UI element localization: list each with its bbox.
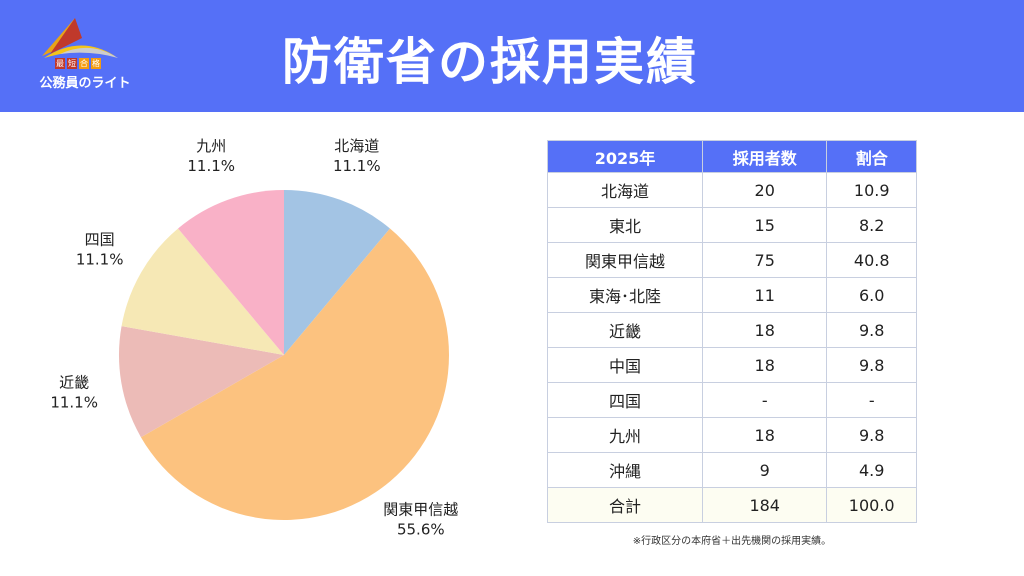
logo-tag: 格 (91, 58, 101, 69)
table-cell: 40.8 (826, 242, 917, 278)
logo-tag: 合 (79, 58, 89, 69)
table-cell: 8.2 (826, 207, 917, 243)
table-cell: 4.9 (826, 452, 917, 488)
logo-text: 公務員のライト (39, 76, 131, 91)
pie-label: 11.1% (187, 157, 235, 175)
pie-label: 11.1% (50, 394, 98, 412)
table-cell: 18 (702, 417, 828, 453)
table-cell: - (826, 382, 917, 418)
table-cell: 15 (702, 207, 828, 243)
table-cell: 沖縄 (546, 452, 704, 488)
logo-tag: 短 (67, 58, 77, 69)
table-cell: 東北 (546, 207, 704, 243)
table-cell: 四国 (546, 382, 704, 418)
table-cell: 9.8 (826, 312, 917, 348)
pie-label: 近畿 (59, 374, 89, 392)
pie-slice-4 (178, 190, 284, 355)
table-cell: 9.8 (826, 417, 917, 453)
pie-slice-3 (121, 228, 285, 355)
table-cell: 75 (702, 242, 828, 278)
table-cell: 10.9 (826, 172, 917, 208)
column-header: 採用者数 (702, 140, 828, 173)
pie-slice-0 (284, 190, 390, 355)
table-row: 北海道 20 10.9 (546, 172, 917, 208)
logo-tag: 最 (55, 58, 65, 69)
table-row: 中国 18 9.8 (546, 347, 917, 383)
table-cell: - (702, 382, 828, 418)
recruitment-table: 2025年 採用者数 割合 北海道 20 10.9 東北 15 8.2 関東甲信越 75 40.8 東… (546, 140, 917, 523)
pie-label: 関東甲信越 (383, 500, 458, 518)
table-cell: 6.0 (826, 277, 917, 313)
table-cell: 東海･北陸 (546, 277, 704, 313)
pie-label: 九州 (196, 137, 226, 155)
table-cell: 近畿 (546, 312, 704, 348)
table-row: 近畿 18 9.8 (546, 312, 917, 348)
table-cell: 関東甲信越 (546, 242, 704, 278)
pie-label: 11.1% (76, 250, 124, 268)
table-row: 沖縄 9 4.9 (546, 452, 917, 488)
table-cell: 20 (702, 172, 828, 208)
logo-sail-icon (42, 18, 118, 58)
pie-label: 北海道 (334, 137, 379, 155)
table-cell: 9 (702, 452, 828, 488)
column-header: 2025年 (546, 140, 704, 173)
pie-label: 11.1% (333, 157, 381, 175)
table-cell: 11 (702, 277, 828, 313)
table-row: 東北 15 8.2 (546, 207, 917, 243)
pie-label: 四国 (85, 230, 115, 248)
pie-chart: 北海道 11.1% 関東甲信越 55.6% 近畿 11.1% 四国 11.1% 九州 11.1% (50, 137, 458, 538)
table-cell: 18 (702, 312, 828, 348)
table-cell: 北海道 (546, 172, 704, 208)
logo: 最短合格 公務員のライト (30, 14, 140, 100)
table-cell: 中国 (546, 347, 704, 383)
column-header: 割合 (826, 140, 917, 173)
table-cell: 18 (702, 347, 828, 383)
header-banner: 最短合格 公務員のライト 防衛省の採用実績 (0, 0, 1024, 112)
table-cell: 合計 (546, 487, 704, 523)
table-cell: 184 (702, 487, 828, 523)
pie-slice-2 (118, 326, 284, 438)
table-cell: 100.0 (826, 487, 917, 523)
table-cell: 9.8 (826, 347, 917, 383)
table-cell: 九州 (546, 417, 704, 453)
table-row: 九州 18 9.8 (546, 417, 917, 453)
table-row: 東海･北陸 11 6.0 (546, 277, 917, 313)
pie-slice-1 (140, 228, 450, 521)
page-title: 防衛省の採用実績 (282, 33, 698, 91)
footnote: ※行政区分の本府省＋出先機関の採用実績。 (632, 536, 832, 547)
total-row: 合計 184 100.0 (546, 487, 917, 523)
table-row: 関東甲信越 75 40.8 (546, 242, 917, 278)
pie-label: 55.6% (397, 520, 445, 538)
table-row: 四国 - - (546, 382, 917, 418)
